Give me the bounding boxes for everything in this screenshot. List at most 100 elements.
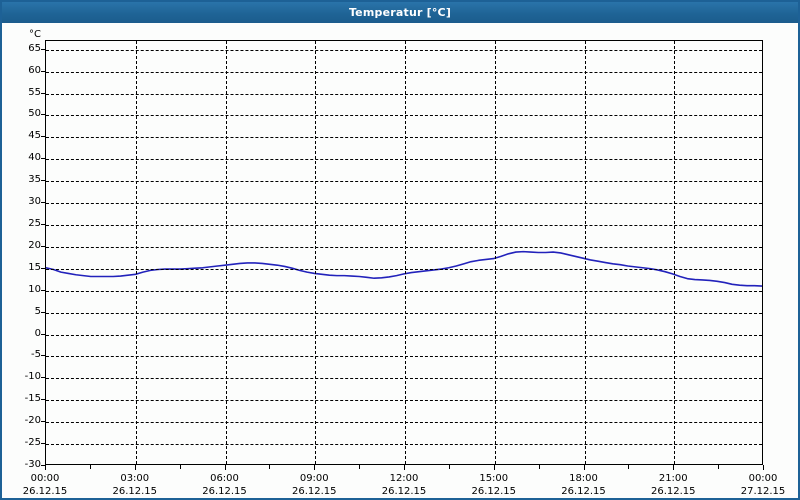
y-axis-tick-mark: [41, 443, 45, 445]
y-axis-tick-mark: [41, 158, 45, 160]
x-axis-date-label: 26.12.15: [650, 486, 696, 497]
x-axis-time-label: 09:00: [299, 473, 329, 484]
x-axis-time-label: 15:00: [479, 473, 509, 484]
y-axis-tick-mark: [41, 180, 45, 182]
y-axis-tick-mark: [41, 48, 45, 50]
y-axis-tick-mark: [41, 399, 45, 401]
y-axis-tick-label: 5: [34, 305, 41, 317]
x-gridline: [584, 41, 586, 464]
y-axis-tick-mark: [41, 224, 45, 226]
y-axis-tick-label: 10: [28, 283, 41, 295]
x-axis-time-label: 00:00: [30, 473, 60, 484]
y-axis-tick-label: 0: [34, 327, 41, 339]
y-gridline: [46, 225, 762, 227]
y-gridline: [46, 181, 762, 183]
y-axis-tick-mark: [41, 377, 45, 379]
y-axis-tick-label: 30: [28, 196, 41, 208]
y-axis-tick-mark: [41, 421, 45, 423]
x-axis-date-label: 26.12.15: [291, 486, 337, 497]
x-axis-tick-mark: [583, 465, 585, 470]
y-gridline: [46, 203, 762, 205]
x-axis-minor-tick-mark: [538, 465, 540, 469]
x-axis-date-label: 26.12.15: [202, 486, 247, 497]
x-axis-minor-tick-mark: [359, 465, 361, 469]
y-axis-tick-label: 20: [28, 239, 41, 251]
y-gridline: [46, 334, 762, 336]
x-axis-minor-tick-mark: [448, 465, 450, 469]
x-axis-tick-mark: [673, 465, 675, 470]
x-gridline: [494, 41, 496, 464]
y-gridline: [46, 356, 762, 358]
x-axis-time-label: 06:00: [210, 473, 239, 484]
x-axis-date-label: 26.12.15: [381, 486, 427, 497]
y-gridline: [46, 400, 762, 402]
y-axis-tick-label: -30: [24, 459, 41, 470]
y-gridline: [46, 312, 762, 314]
y-axis-tick-label: -25: [24, 437, 41, 449]
y-axis-tick-label: 15: [28, 261, 41, 273]
y-axis-tick-label: 55: [28, 86, 41, 98]
y-gridline: [46, 137, 762, 139]
x-axis-time-label: 03:00: [120, 473, 150, 484]
x-axis-tick-mark: [314, 465, 316, 470]
y-axis-tick-mark: [41, 333, 45, 335]
y-axis-tick-label: -10: [24, 371, 41, 383]
y-axis-tick-label: 35: [28, 174, 41, 186]
x-axis-tick-mark: [404, 465, 405, 470]
x-gridline: [225, 41, 227, 464]
y-axis-tick-mark: [41, 245, 45, 247]
y-gridline: [46, 49, 762, 51]
plot-region: °C 65 60 55 50 45 40 35 30 25 20 15 10 5 0 -5 -10 -15 -20…: [2, 23, 798, 498]
x-axis-date-label: 26.12.15: [112, 486, 158, 497]
x-gridline: [674, 41, 676, 464]
page-title: Temperatur [°C]: [348, 6, 452, 19]
x-axis-time-label: 21:00: [658, 473, 688, 484]
x-axis-minor-tick-mark: [269, 465, 271, 469]
x-axis-time-label: 18:00: [569, 473, 598, 484]
y-axis-tick-mark: [41, 267, 45, 269]
y-axis-tick-label: 50: [28, 108, 41, 120]
y-axis-tick-mark: [41, 289, 45, 291]
y-gridline: [46, 159, 762, 161]
x-axis-date-label: 27.12.15: [740, 486, 786, 497]
y-axis-tick-mark: [41, 92, 45, 94]
y-gridline: [46, 246, 762, 248]
x-axis-time-label: 00:00: [748, 473, 778, 484]
y-axis-unit-label: °C: [29, 29, 41, 40]
y-gridline: [46, 444, 762, 446]
x-axis-tick-mark: [224, 465, 226, 470]
x-gridline: [135, 41, 137, 464]
y-gridline: [46, 71, 762, 73]
x-axis-tick-mark: [763, 465, 764, 470]
y-gridline: [46, 115, 762, 117]
y-axis-tick-label: -15: [24, 393, 41, 405]
y-axis-tick-mark: [41, 202, 45, 204]
y-gridline: [46, 93, 762, 95]
y-axis-tick-label: -20: [24, 415, 41, 427]
y-axis-tick-mark: [41, 136, 45, 138]
x-axis-tick-mark: [493, 465, 495, 470]
x-axis-date-label: 26.12.15: [22, 486, 68, 497]
x-axis-time-label: 12:00: [389, 473, 419, 484]
x-gridline: [315, 41, 317, 464]
y-axis-tick-mark: [41, 465, 45, 466]
y-axis-tick-label: 60: [28, 64, 41, 76]
y-gridline: [46, 268, 762, 270]
plot-area: [45, 40, 763, 465]
y-axis-tick-mark: [41, 355, 45, 357]
y-axis-tick-label: 25: [28, 218, 41, 230]
window-title-bar: Temperatur [°C]: [2, 2, 798, 23]
x-axis-date-label: 26.12.15: [471, 486, 517, 497]
x-axis-minor-tick-mark: [89, 465, 91, 469]
y-gridline: [46, 290, 762, 292]
x-axis-tick-mark: [134, 465, 136, 470]
y-axis-labels: 65 60 55 50 45 40 35 30 25 20 15 10 5 0 -5 -10 -15 -20 -25…: [2, 40, 41, 469]
y-axis-tick-mark: [41, 114, 45, 116]
x-axis-minor-tick-mark: [718, 465, 720, 469]
y-axis-tick-mark: [41, 70, 45, 72]
y-axis-tick-label: 40: [28, 152, 41, 164]
y-axis-tick-mark: [41, 311, 45, 313]
y-gridline: [46, 378, 762, 380]
x-gridline: [405, 41, 406, 464]
